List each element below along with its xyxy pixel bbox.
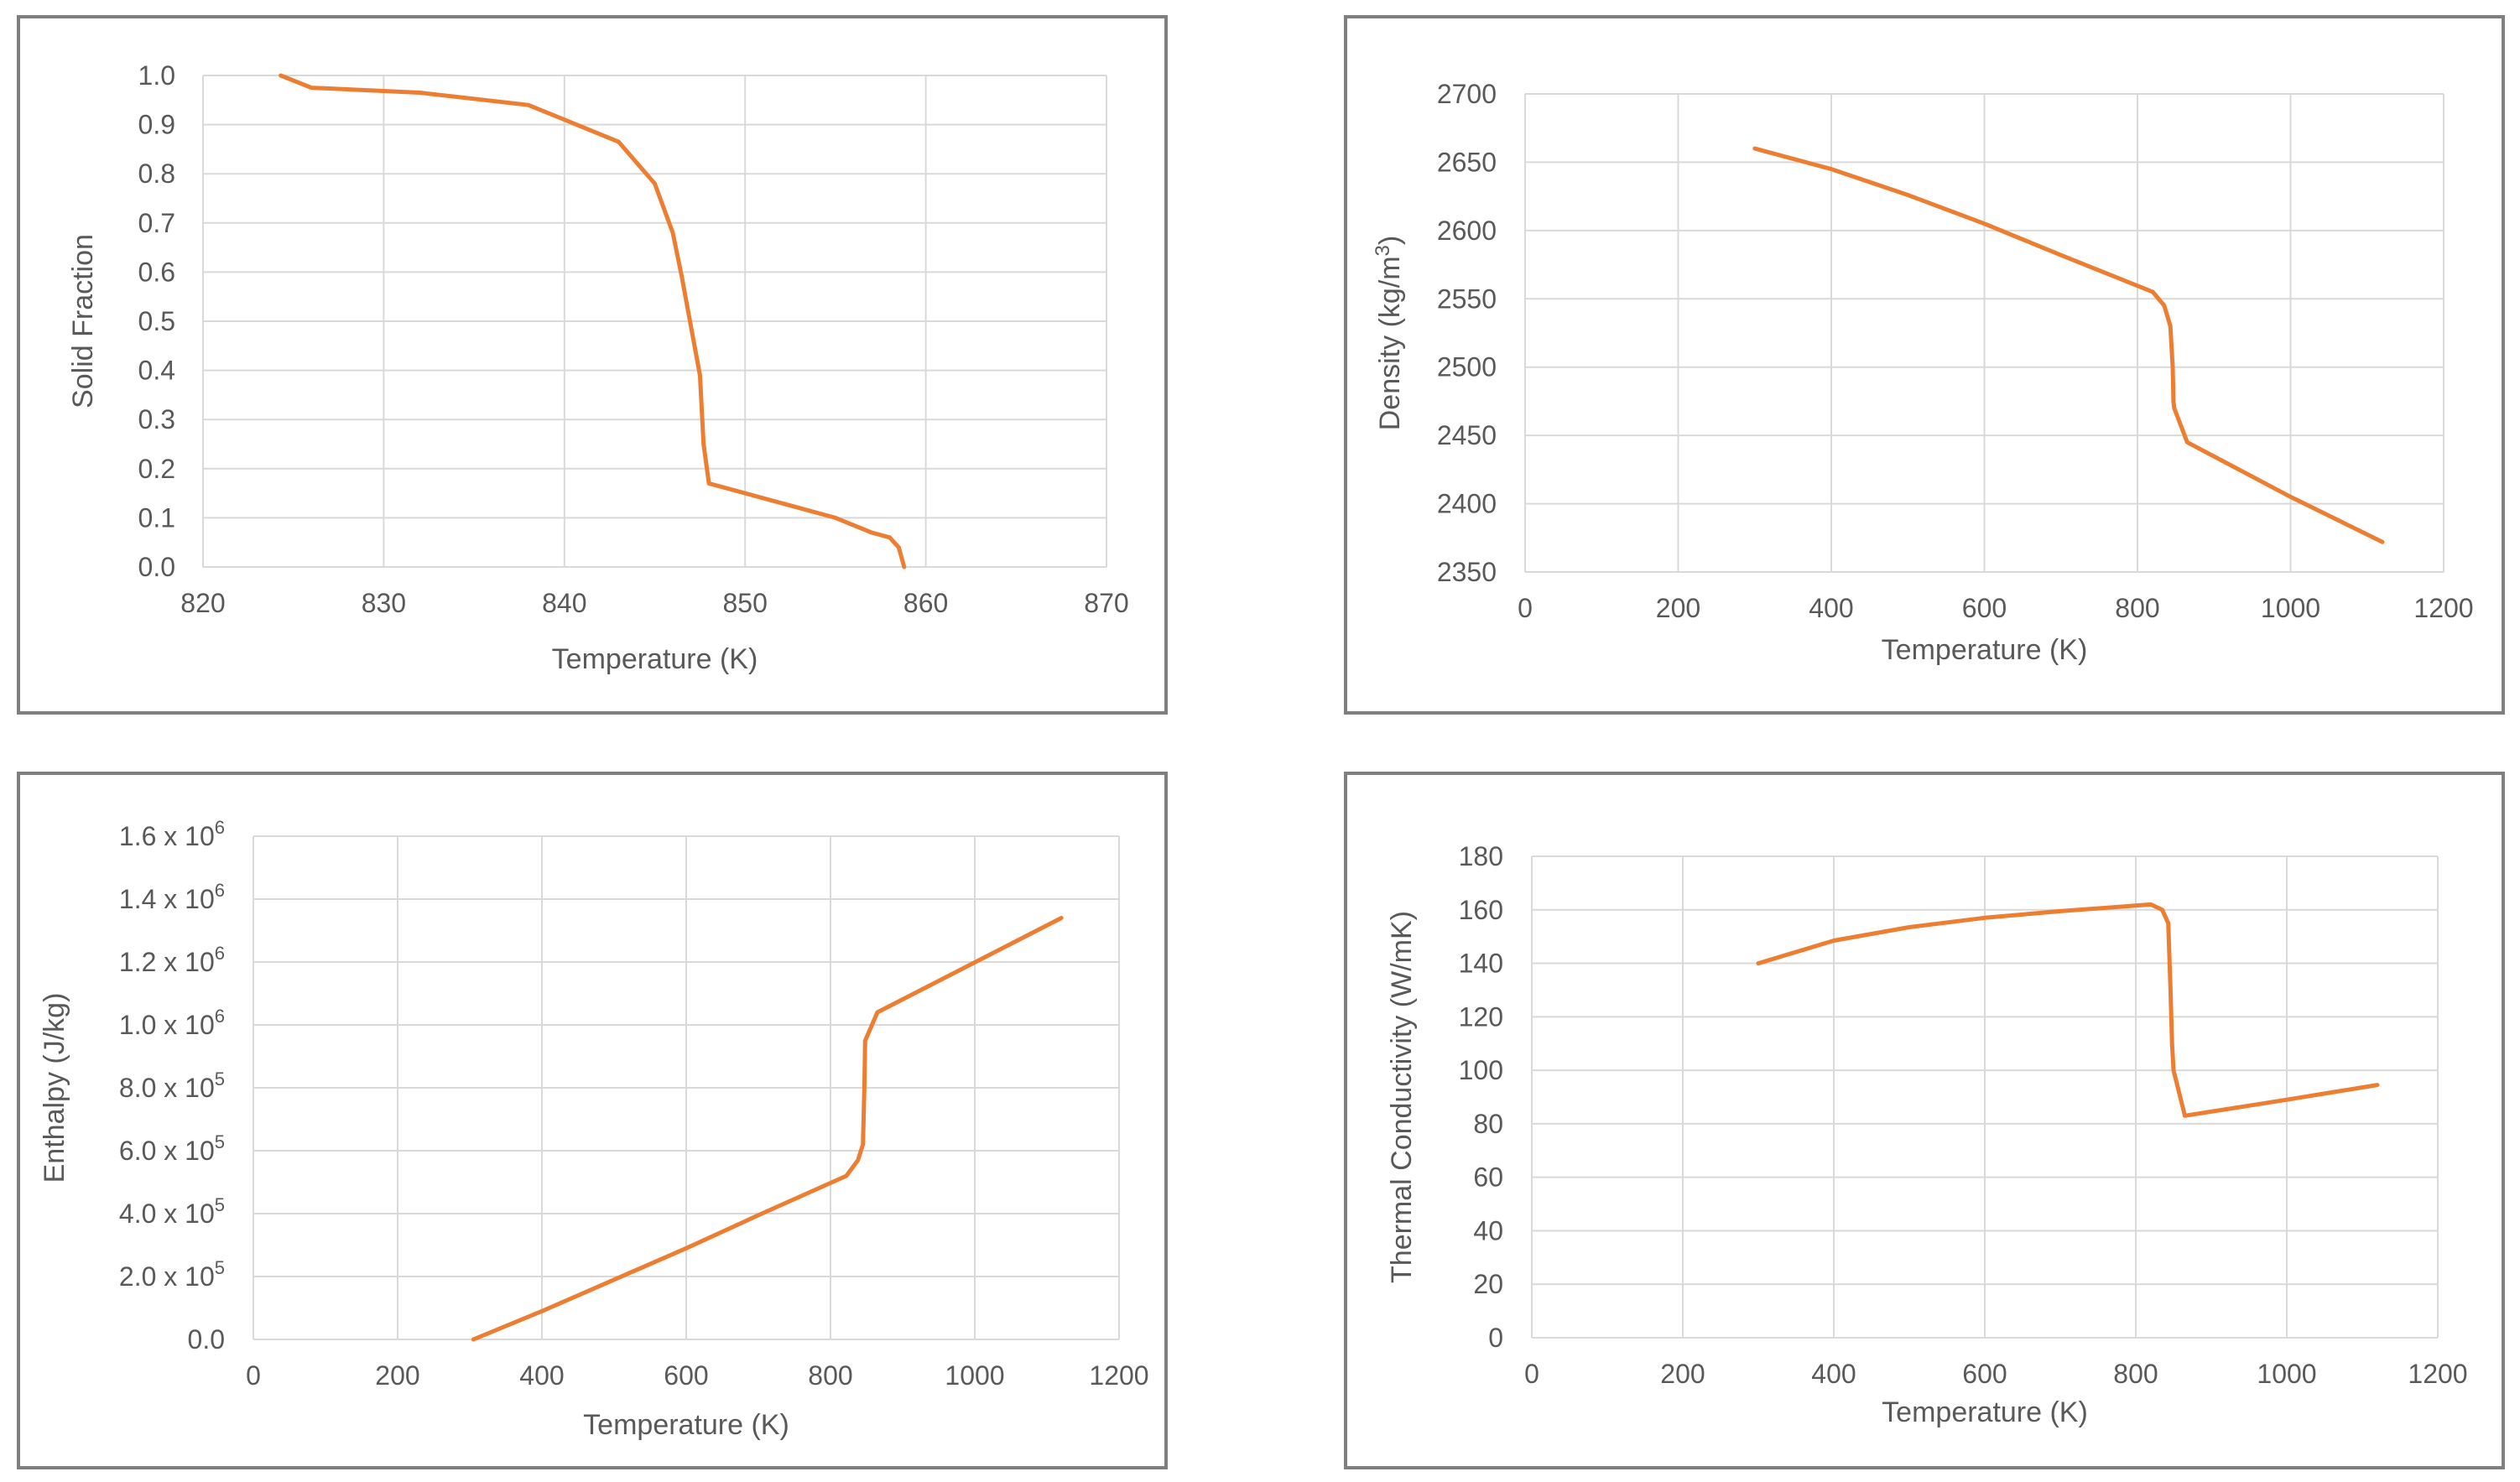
y-tick-label: 1.0 xyxy=(138,60,175,91)
y-tick-label: 2700 xyxy=(1437,79,1497,109)
solid-fraction-chart-panel: 0.0 0.1 0.2 0.3 0.4 0.5 0.6 0.7 0.8 0.9 1.0 820 830 8… xyxy=(17,15,1168,715)
x-axis-title: Temperature (K) xyxy=(1882,634,2088,666)
x-tick-label: 1000 xyxy=(2257,1359,2316,1389)
y-tick-label: 0.7 xyxy=(138,208,175,238)
y-tick-label: 120 xyxy=(1459,1001,1503,1032)
x-tick-label: 600 xyxy=(1962,1359,2007,1389)
y-tick-label: 2450 xyxy=(1437,420,1497,450)
y-tick-label: 0.8 xyxy=(138,159,175,189)
y-axis-title: Enthalpy (J/kg) xyxy=(39,993,70,1183)
y-tick-label: 4.0 x 105 xyxy=(119,1194,225,1229)
density-chart-panel: 2350 2400 2450 2500 2550 2600 2650 2700 0 200 400 6… xyxy=(1344,15,2505,715)
x-tick-label: 840 xyxy=(542,588,586,618)
y-tick-label: 40 xyxy=(1473,1215,1503,1245)
x-axis-title: Temperature (K) xyxy=(552,643,758,675)
y-tick-label: 1.2 x 106 xyxy=(119,943,225,977)
x-tick-label: 0 xyxy=(1518,593,1533,623)
y-tick-label: 2400 xyxy=(1437,489,1497,519)
x-tick-label: 850 xyxy=(723,588,768,618)
plot-area: 0.0 0.1 0.2 0.3 0.4 0.5 0.6 0.7 0.8 0.9 1.0 820 830 8… xyxy=(67,60,1129,675)
y-tick-label: 2500 xyxy=(1437,352,1497,382)
y-tick-label: 8.0 x 105 xyxy=(119,1069,225,1103)
x-tick-label: 1200 xyxy=(2413,593,2473,623)
series-line xyxy=(1756,902,2380,1118)
x-tick-label: 0 xyxy=(246,1360,261,1391)
x-tick-label: 820 xyxy=(180,588,225,618)
x-tick-label: 830 xyxy=(362,588,406,618)
x-axis-title: Temperature (K) xyxy=(1882,1396,2088,1428)
x-tick-label: 400 xyxy=(1809,593,1853,623)
series-line xyxy=(279,73,907,569)
x-tick-label: 1000 xyxy=(945,1360,1004,1391)
y-tick-label: 6.0 x 105 xyxy=(119,1131,225,1166)
x-tick-label: 800 xyxy=(2115,593,2159,623)
y-tick-label: 2550 xyxy=(1437,283,1497,314)
y-axis-title: Density (kg/m3) xyxy=(1372,236,1406,431)
y-tick-label: 100 xyxy=(1459,1055,1503,1085)
y-tick-label: 0.2 xyxy=(138,454,175,484)
y-tick-label: 20 xyxy=(1473,1269,1503,1299)
plot-area: 0.0 2.0 x 105 4.0 x 105 6.0 x 105 8.0 x 105 1… xyxy=(39,817,1149,1441)
y-tick-label: 0 xyxy=(1488,1323,1503,1353)
x-tick-label: 800 xyxy=(808,1360,852,1391)
y-tick-label: 0.0 xyxy=(138,552,175,582)
y-tick-label: 180 xyxy=(1459,841,1503,871)
y-tick-label: 160 xyxy=(1459,895,1503,925)
x-tick-label: 860 xyxy=(903,588,948,618)
y-tick-label: 2.0 x 105 xyxy=(119,1257,225,1292)
thermal-conductivity-chart-panel: 0 20 40 60 80 100 120 140 160 180 0 200 400 600 800 100… xyxy=(1344,772,2505,1469)
x-tick-label: 1200 xyxy=(2408,1359,2467,1389)
x-tick-label: 200 xyxy=(1656,593,1700,623)
x-tick-label: 800 xyxy=(2113,1359,2158,1389)
y-tick-label: 0.1 xyxy=(138,502,175,533)
y-tick-label: 1.4 x 106 xyxy=(119,880,225,914)
y-axis-title: Solid Fraction xyxy=(67,234,99,408)
density-chart: 2350 2400 2450 2500 2550 2600 2650 2700 0 200 400 6… xyxy=(1372,79,2474,666)
solid-fraction-chart: 0.0 0.1 0.2 0.3 0.4 0.5 0.6 0.7 0.8 0.9 1.0 820 830 8… xyxy=(67,60,1129,675)
plot-area: 2350 2400 2450 2500 2550 2600 2650 2700 0 200 400 6… xyxy=(1372,79,2474,666)
y-tick-label: 1.6 x 106 xyxy=(119,817,225,851)
y-tick-label: 0.5 xyxy=(138,306,175,336)
x-tick-label: 870 xyxy=(1084,588,1128,618)
thermal-conductivity-chart: 0 20 40 60 80 100 120 140 160 180 0 200 400 600 800 100… xyxy=(1386,841,2468,1428)
y-tick-label: 0.4 xyxy=(138,356,175,386)
x-tick-label: 200 xyxy=(375,1360,419,1391)
y-tick-label: 0.0 xyxy=(188,1324,225,1355)
plot-area: 0 20 40 60 80 100 120 140 160 180 0 200 400 600 800 100… xyxy=(1386,841,2468,1428)
y-tick-label: 0.6 xyxy=(138,257,175,287)
x-axis-title: Temperature (K) xyxy=(583,1409,789,1441)
y-tick-label: 60 xyxy=(1473,1162,1503,1193)
x-tick-label: 0 xyxy=(1524,1359,1539,1389)
x-tick-label: 200 xyxy=(1660,1359,1705,1389)
y-tick-label: 0.3 xyxy=(138,404,175,434)
y-tick-label: 140 xyxy=(1459,949,1503,979)
y-tick-label: 2650 xyxy=(1437,147,1497,177)
x-tick-label: 600 xyxy=(1962,593,2007,623)
enthalpy-chart: 0.0 2.0 x 105 4.0 x 105 6.0 x 105 8.0 x 105 1… xyxy=(39,817,1149,1441)
y-tick-label: 1.0 x 106 xyxy=(119,1006,225,1040)
series-line xyxy=(1752,146,2385,544)
x-tick-label: 600 xyxy=(664,1360,708,1391)
x-tick-label: 1000 xyxy=(2261,593,2320,623)
enthalpy-chart-panel: 0.0 2.0 x 105 4.0 x 105 6.0 x 105 8.0 x 105 1… xyxy=(17,772,1168,1469)
x-tick-label: 1200 xyxy=(1089,1360,1148,1391)
y-tick-label: 2600 xyxy=(1437,216,1497,246)
y-axis-title: Thermal Conductivity (W/mK) xyxy=(1386,911,1418,1283)
series-line xyxy=(471,916,1064,1342)
y-tick-label: 0.9 xyxy=(138,110,175,140)
y-tick-label: 80 xyxy=(1473,1109,1503,1139)
x-tick-label: 400 xyxy=(519,1360,564,1391)
y-tick-label: 2350 xyxy=(1437,557,1497,587)
x-tick-label: 400 xyxy=(1811,1359,1856,1389)
